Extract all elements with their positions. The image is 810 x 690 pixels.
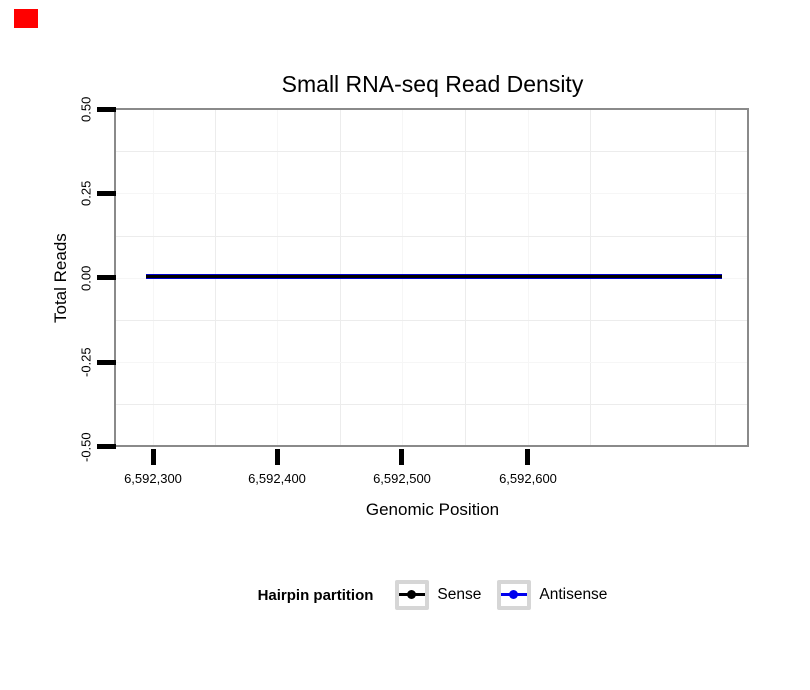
antisense-point-icon <box>509 590 519 599</box>
x-tick <box>399 449 404 465</box>
gridline-horizontal-minor <box>116 236 747 237</box>
legend-key-sense <box>395 580 430 610</box>
data-line-sense <box>146 275 722 278</box>
gridline-horizontal-major <box>116 362 747 363</box>
x-tick-label: 6,592,500 <box>373 471 431 486</box>
x-tick <box>151 449 156 465</box>
gridline-horizontal-minor <box>116 151 747 152</box>
legend-label-antisense: Antisense <box>539 586 608 603</box>
y-tick <box>97 360 116 365</box>
plot-panel <box>114 108 749 447</box>
legend-label-sense: Sense <box>437 586 482 603</box>
y-tick <box>97 107 116 112</box>
gridline-horizontal-minor <box>116 320 747 321</box>
x-tick-label: 6,592,300 <box>124 471 182 486</box>
x-axis-title: Genomic Position <box>365 500 500 519</box>
x-tick-label: 6,592,400 <box>248 471 306 486</box>
y-axis-title: Total Reads <box>51 233 70 323</box>
x-tick <box>525 449 530 465</box>
legend: Hairpin partition Sense Antisense <box>116 577 749 613</box>
legend-key-antisense <box>497 580 532 610</box>
y-tick <box>97 275 116 280</box>
x-tick-label: 6,592,600 <box>499 471 557 486</box>
y-tick-label: 0.25 <box>78 180 94 206</box>
red-marker <box>14 9 38 28</box>
y-tick-label: -0.25 <box>78 347 94 377</box>
chart-title: Small RNA-seq Read Density <box>281 71 584 97</box>
x-tick <box>275 449 280 465</box>
sense-point-icon <box>407 590 417 599</box>
y-tick-label: 0.00 <box>78 265 94 291</box>
y-tick-label: 0.50 <box>78 96 94 122</box>
legend-title: Hairpin partition <box>257 586 374 604</box>
gridline-horizontal-major <box>116 193 747 194</box>
gridline-horizontal-minor <box>116 404 747 405</box>
y-tick <box>97 444 116 449</box>
y-tick <box>97 191 116 196</box>
